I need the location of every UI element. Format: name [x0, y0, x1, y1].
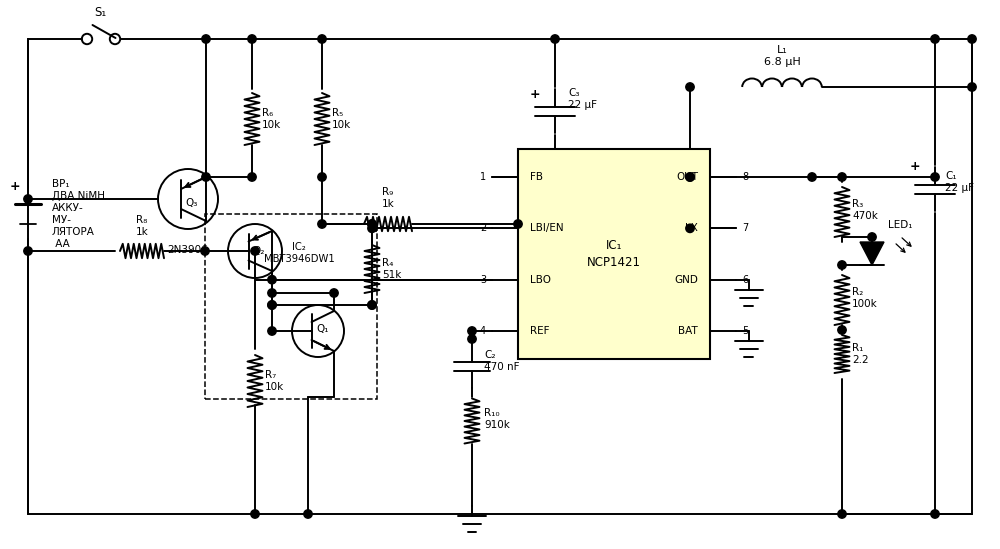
Text: R₇
10k: R₇ 10k: [265, 370, 284, 392]
Circle shape: [268, 301, 276, 309]
Text: 2: 2: [480, 223, 486, 233]
Circle shape: [968, 83, 976, 91]
Circle shape: [686, 224, 694, 233]
Circle shape: [468, 327, 476, 335]
Circle shape: [931, 510, 939, 518]
Circle shape: [248, 173, 256, 181]
Circle shape: [24, 195, 32, 203]
Text: +: +: [530, 87, 540, 100]
Text: IC₁
NCP1421: IC₁ NCP1421: [587, 239, 641, 269]
Circle shape: [968, 35, 976, 43]
Text: BAT: BAT: [678, 326, 698, 336]
Circle shape: [202, 173, 210, 181]
Circle shape: [248, 35, 256, 43]
Circle shape: [368, 301, 376, 309]
Circle shape: [268, 289, 276, 297]
Circle shape: [24, 247, 32, 255]
Text: Q₁: Q₁: [317, 324, 329, 334]
Text: 4: 4: [480, 326, 486, 336]
Circle shape: [268, 276, 276, 284]
Text: LBO: LBO: [530, 274, 551, 285]
Text: LBI/EN: LBI/EN: [530, 223, 564, 233]
Circle shape: [251, 510, 259, 518]
Circle shape: [686, 173, 694, 181]
Circle shape: [202, 35, 210, 43]
Circle shape: [931, 35, 939, 43]
Text: Q₃: Q₃: [186, 198, 198, 208]
Circle shape: [368, 301, 376, 309]
Text: +: +: [910, 160, 920, 173]
Text: C₂
470 nF: C₂ 470 nF: [484, 350, 520, 372]
Text: REF: REF: [530, 326, 550, 336]
Text: IC₂
MBT3946DW1: IC₂ MBT3946DW1: [264, 242, 334, 264]
Text: 1: 1: [480, 172, 486, 182]
Circle shape: [931, 173, 939, 181]
Text: C₁
22 μF: C₁ 22 μF: [945, 171, 974, 193]
Circle shape: [838, 510, 846, 518]
Text: R₉
1k: R₉ 1k: [382, 187, 394, 209]
Text: R₁
2.2: R₁ 2.2: [852, 343, 869, 365]
Circle shape: [368, 220, 376, 228]
Text: 5: 5: [742, 326, 748, 336]
Text: R₂
100k: R₂ 100k: [852, 287, 878, 309]
Text: C₃
22 μF: C₃ 22 μF: [568, 88, 597, 110]
Text: 7: 7: [742, 223, 748, 233]
Polygon shape: [860, 242, 884, 265]
Text: OUT: OUT: [676, 172, 698, 182]
Text: R₆
10k: R₆ 10k: [262, 108, 281, 130]
Text: +: +: [10, 180, 20, 193]
Circle shape: [268, 301, 276, 309]
Circle shape: [318, 173, 326, 181]
Circle shape: [304, 510, 312, 518]
Circle shape: [838, 326, 846, 334]
Circle shape: [251, 247, 259, 255]
Circle shape: [838, 261, 846, 269]
Text: 8: 8: [742, 172, 748, 182]
Circle shape: [318, 35, 326, 43]
Circle shape: [201, 247, 209, 255]
Circle shape: [368, 224, 376, 233]
Circle shape: [838, 173, 846, 181]
Text: LED₁: LED₁: [888, 220, 913, 230]
Circle shape: [686, 173, 694, 181]
Text: 3: 3: [480, 274, 486, 285]
Text: R₅
10k: R₅ 10k: [332, 108, 351, 130]
Circle shape: [468, 335, 476, 343]
Circle shape: [686, 83, 694, 91]
Text: R₈
1k: R₈ 1k: [136, 215, 148, 237]
Circle shape: [551, 35, 559, 43]
Text: 2N3906: 2N3906: [168, 245, 208, 255]
Text: LX: LX: [685, 223, 698, 233]
Circle shape: [808, 173, 816, 181]
Text: L₁
6.8 μH: L₁ 6.8 μH: [764, 46, 800, 67]
Circle shape: [318, 220, 326, 228]
Circle shape: [368, 220, 376, 228]
Text: BP₁
ДВА NiMH
АККУ-
МУ-
ЛЯТОРА
 AA: BP₁ ДВА NiMH АККУ- МУ- ЛЯТОРА AA: [52, 179, 105, 249]
Text: GND: GND: [674, 274, 698, 285]
Text: R₃
470k: R₃ 470k: [852, 199, 878, 221]
Circle shape: [514, 220, 522, 228]
Text: FB: FB: [530, 172, 543, 182]
Text: Q₂: Q₂: [253, 246, 265, 256]
Bar: [205, 214, 377, 399]
Text: R₄
51k: R₄ 51k: [382, 258, 401, 280]
Circle shape: [868, 233, 876, 241]
Text: 6: 6: [742, 274, 748, 285]
Bar: [518, 149, 710, 359]
Circle shape: [330, 289, 338, 297]
Text: R₁₀
910k: R₁₀ 910k: [484, 408, 510, 430]
Text: S₁: S₁: [94, 6, 106, 19]
Circle shape: [268, 327, 276, 335]
